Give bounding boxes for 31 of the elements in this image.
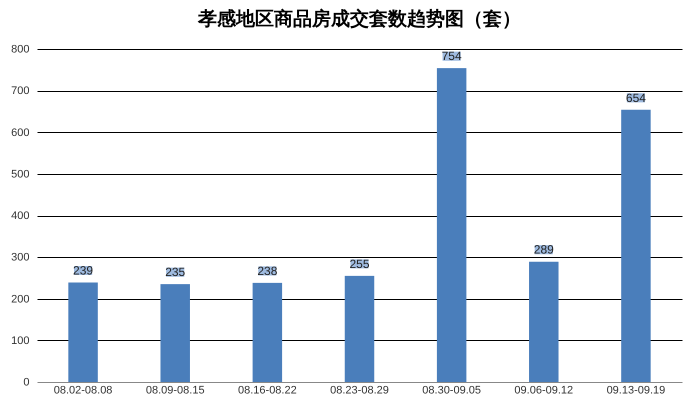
y-tick-label: 0 [23,376,30,388]
bar [344,276,374,382]
data-label: 235 [165,265,186,280]
x-tick-label: 08.02-08.08 [54,384,112,396]
x-tick-label: 09.13-09.19 [606,384,666,396]
y-tick-label: 300 [11,252,30,264]
y-tick-label: 500 [11,168,30,180]
data-label: 754 [442,49,462,64]
bar [436,68,466,382]
y-tick-label: 400 [11,210,30,222]
data-label: 654 [626,90,646,105]
data-label: 238 [257,264,278,278]
x-tick-label: 09.06-09.12 [514,384,574,396]
x-tick-label: 08.23-08.29 [330,384,389,396]
bar [68,282,98,382]
bar [529,262,559,382]
data-label: 239 [73,264,94,278]
bar [252,282,282,382]
y-tick-label: 200 [11,293,30,306]
x-tick-label: 08.30-09.05 [422,384,481,396]
y-tick-label: 100 [11,334,30,347]
bar [621,110,651,382]
y-tick-label: 600 [11,126,30,139]
y-tick-label: 800 [11,44,30,56]
chart-title: 孝感地区商品房成交套数趋势图（套） [197,8,521,30]
y-tick-label: 700 [11,85,30,98]
data-label: 255 [349,256,370,271]
x-tick-label: 08.16-08.22 [238,384,297,396]
bar [160,284,190,382]
data-label: 289 [534,242,554,257]
x-tick-label: 08.09-08.15 [146,384,205,396]
